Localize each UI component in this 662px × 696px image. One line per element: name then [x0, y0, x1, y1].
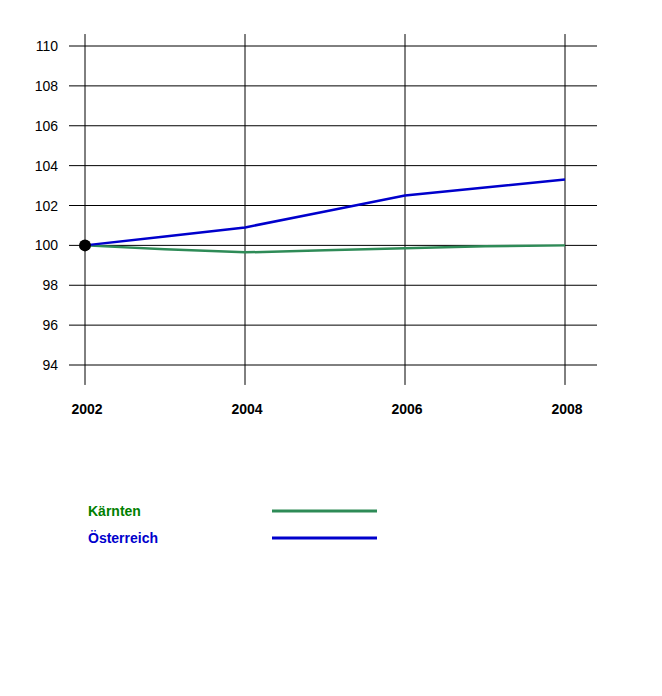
series-line [85, 245, 565, 252]
grid-line-y [69, 46, 597, 47]
y-tick-label: 108 [35, 78, 59, 94]
y-tick-label: 106 [35, 118, 59, 134]
x-tick-label: 2006 [391, 401, 422, 417]
grid-line-y [69, 285, 597, 286]
grid-line-x [565, 34, 566, 385]
legend-swatch [272, 510, 377, 513]
y-tick-label: 102 [35, 198, 59, 214]
plot-area [79, 180, 565, 253]
legend-label: Österreich [88, 530, 158, 546]
legend-label: Kärnten [88, 503, 141, 519]
grid-line-y [69, 125, 597, 126]
y-tick-label: 100 [35, 237, 59, 253]
grid-line-y [69, 165, 597, 166]
x-tick-label: 2002 [71, 401, 102, 417]
y-tick-label: 110 [36, 38, 59, 54]
grid-line-y [69, 205, 597, 206]
grid-line-y [69, 325, 597, 326]
grid-line-x [405, 34, 406, 385]
grid-line-y [69, 365, 597, 366]
base-point [79, 239, 91, 251]
grid-line-x [245, 34, 246, 385]
legend-swatch [272, 537, 377, 540]
x-tick-label: 2004 [231, 401, 262, 417]
y-tick-label: 94 [42, 357, 58, 373]
x-tick-label: 2008 [551, 401, 582, 417]
y-tick-label: 96 [42, 317, 58, 333]
y-tick-label: 98 [42, 277, 58, 293]
chart: 94 96 98 100 102 104 106 108 110 2002 2004 2006 2008… [0, 0, 662, 696]
y-tick-label: 104 [35, 158, 59, 174]
series-line [85, 180, 565, 246]
grid-line-y [69, 85, 597, 86]
grid-line-x [85, 34, 86, 385]
